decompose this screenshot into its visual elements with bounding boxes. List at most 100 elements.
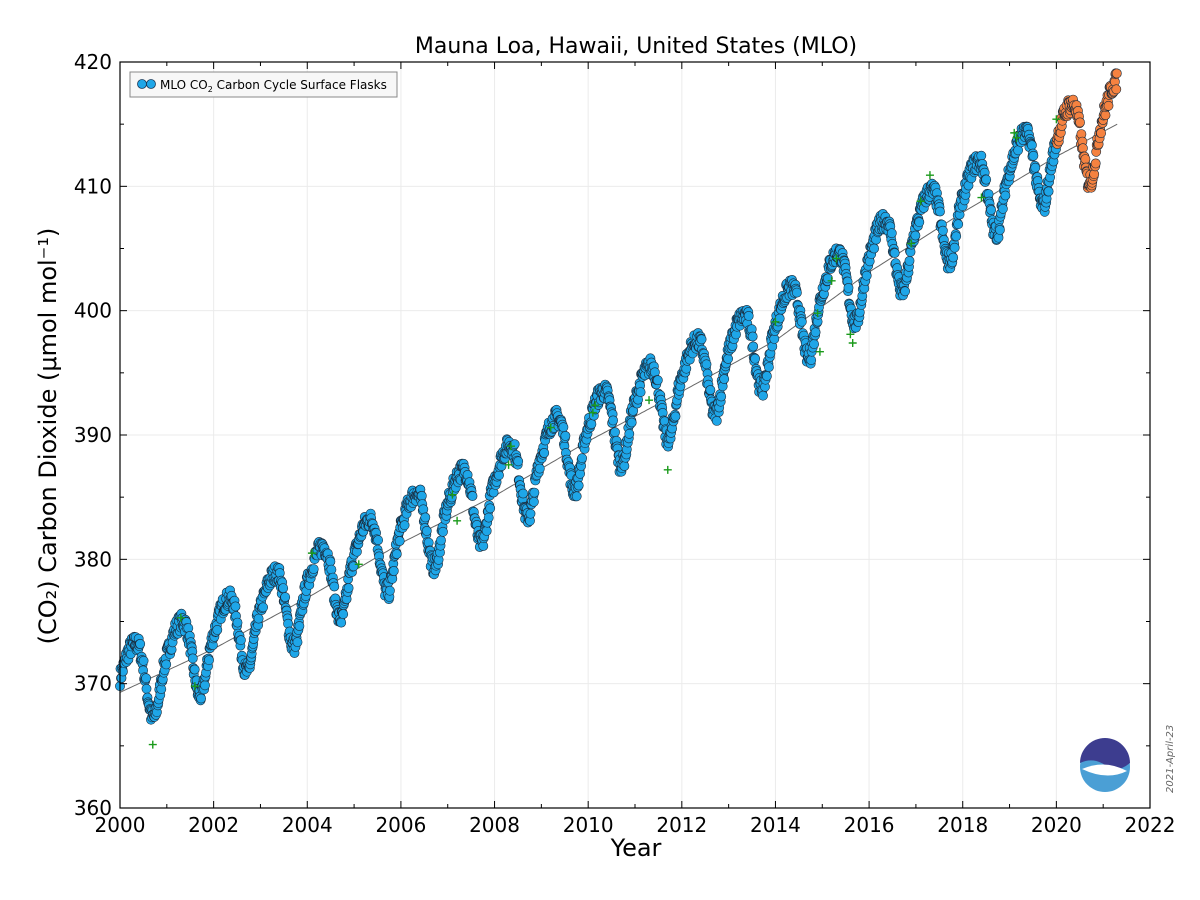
retained-flask-point [135, 639, 146, 649]
retained-flask-point [981, 174, 992, 185]
retained-flask-point [861, 270, 872, 281]
retained-flask-point [338, 609, 349, 619]
retained-flask-point [513, 456, 524, 467]
retained-flask-point [539, 447, 550, 458]
preliminary-flask-point [1096, 128, 1106, 138]
retained-flask-point [196, 693, 206, 704]
retained-flask-point [384, 585, 395, 596]
rejected-flask-point [925, 171, 934, 180]
retained-flask-point [161, 659, 172, 670]
retained-flask-point [711, 415, 722, 426]
retained-flask-point [949, 242, 960, 253]
retained-flask-point [910, 230, 921, 241]
retained-flask-point [716, 391, 727, 402]
retained-flask-point [624, 428, 635, 439]
rejected-flask-point [1012, 133, 1021, 142]
x-tick-label: 2018 [937, 813, 988, 837]
rejected-flask-point [588, 408, 597, 417]
y-tick-label: 380 [74, 547, 112, 571]
retained-flask-point [141, 683, 152, 694]
retained-flask-point [294, 621, 305, 631]
x-tick-label: 2000 [95, 813, 146, 837]
retained-flask-point [750, 353, 760, 364]
y-tick-label: 370 [74, 672, 112, 696]
retained-flask-point [748, 341, 759, 352]
retained-flask-point [481, 526, 492, 536]
legend-box [129, 71, 398, 98]
retained-flask-point [998, 203, 1008, 214]
rejected-flask-point [846, 330, 855, 339]
retained-flask-point [608, 415, 618, 426]
rejected-flask-point [190, 682, 199, 691]
retained-flask-point [253, 613, 264, 624]
x-tick-label: 2004 [282, 813, 333, 837]
retained-flask-point [204, 655, 214, 666]
rejected-flask-point [977, 193, 986, 202]
preliminary-flask-point [1078, 143, 1088, 154]
retained-flask-point [494, 470, 504, 481]
rejected-flask-point [354, 560, 363, 569]
rejected-flask-point [907, 239, 916, 248]
retained-flask-point [1000, 190, 1011, 201]
retained-flask-point [951, 231, 962, 242]
legend-label: MLO CO2 Carbon Cycle Surface Flasks [160, 78, 387, 94]
rejected-flask-point [1052, 115, 1061, 124]
retained-flask-point [670, 411, 681, 422]
retained-flask-point [723, 353, 733, 364]
retained-flask-point [1030, 162, 1041, 173]
retained-flask-point [619, 461, 630, 471]
rejected-flask-point [506, 442, 515, 451]
retained-flask-point [886, 228, 897, 239]
retained-flask-point [1043, 186, 1054, 197]
x-tick-label: 2020 [1031, 813, 1082, 837]
rejected-flask-point [813, 309, 822, 318]
retained-flask-point [388, 566, 399, 576]
rejected-flask-point [663, 465, 672, 474]
retained-flask-point [904, 255, 915, 266]
y-tick-label: 420 [74, 50, 112, 74]
x-tick-label: 2010 [563, 813, 614, 837]
retained-flask-point [280, 592, 291, 602]
retained-flask-point [187, 653, 198, 664]
retained-flask-point [518, 488, 528, 499]
retained-flask-point [701, 359, 712, 370]
retained-flask-point [348, 561, 359, 572]
retained-flask-point [889, 248, 900, 258]
preliminary-flask-point [1075, 117, 1085, 128]
preliminary-flask-point [1090, 158, 1101, 169]
y-tick-label: 390 [74, 423, 112, 447]
retained-flask-point [329, 581, 340, 592]
retained-flask-point [212, 625, 223, 635]
rejected-flask-point [916, 197, 925, 206]
retained-flask-point [995, 224, 1005, 235]
axis-ticks: 2000 2002 2004 2006 2008 2010 2012 2014 2016 2018… [74, 50, 1176, 837]
x-axis-title: Year [610, 834, 662, 862]
x-tick-label: 2016 [844, 813, 895, 837]
retained-flask-point [278, 583, 289, 593]
retained-flask-point [571, 491, 582, 502]
legend-marker-1 [137, 79, 147, 89]
rejected-flask-point [453, 516, 462, 525]
retained-flask-point [743, 310, 754, 321]
y-axis-title: (CO₂) Carbon Dioxide (μmol mol⁻¹) [34, 228, 62, 645]
retained-flask-point [326, 564, 337, 575]
retained-flask-point [1028, 150, 1039, 161]
retained-flask-point [953, 219, 964, 230]
rejected-flask-point [546, 423, 555, 432]
retained-flask-point [529, 496, 539, 507]
retained-flask-point [420, 512, 431, 523]
retained-flask-point [230, 601, 241, 612]
preliminary-flask-point [1103, 100, 1114, 111]
retained-flask-point [635, 387, 646, 397]
retained-flask-point [467, 491, 478, 501]
retained-flask-point [336, 617, 347, 628]
retained-flask-point [418, 504, 429, 515]
retained-flask-point [900, 286, 910, 297]
retained-flask-point [809, 339, 819, 349]
rejected-flask-point [815, 347, 824, 356]
retained-flask-point [810, 327, 821, 338]
rejected-flask-point [771, 317, 780, 326]
chart-title: Mauna Loa, Hawaii, United States (MLO) [415, 34, 857, 59]
retained-flask-point [626, 417, 637, 428]
